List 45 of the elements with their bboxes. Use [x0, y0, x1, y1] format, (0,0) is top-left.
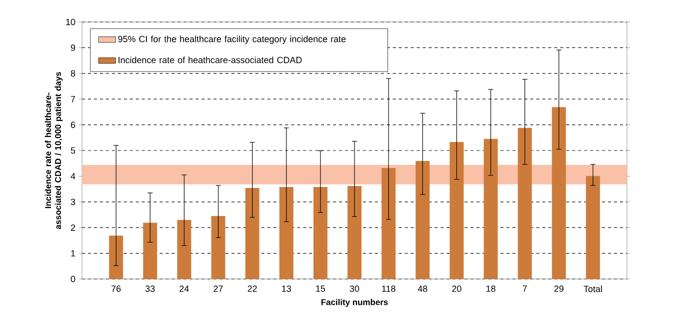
x-tick-label: 13	[282, 286, 291, 292]
x-tick-label: 27	[214, 286, 223, 292]
x-tick-label: 18	[486, 286, 496, 292]
y-tick-label: 10	[66, 18, 76, 26]
bar	[450, 142, 464, 279]
bar	[279, 186, 294, 279]
y-tick-label: 4	[70, 173, 76, 180]
bar	[416, 161, 430, 279]
bar	[313, 186, 328, 279]
y-tick-label: 7	[70, 96, 76, 102]
y-tick-label: 1	[71, 250, 76, 256]
bar	[586, 176, 600, 279]
y-tick-label: 9	[70, 44, 76, 51]
y-tick-label: 8	[70, 70, 76, 77]
x-tick-label: 118	[382, 286, 396, 292]
bar	[211, 216, 226, 279]
y-tick-label: 5	[70, 147, 76, 154]
y-tick-label: 3	[70, 198, 76, 206]
x-tick-label: 76	[112, 286, 121, 292]
x-tick-label: 7	[522, 286, 527, 292]
x-tick-label: 24	[180, 286, 189, 292]
bar	[177, 220, 192, 279]
x-tick-label: 33	[145, 286, 155, 292]
y-axis-title: Incidence rate of healthcare-associated CDAD / 10,000 patient days	[44, 72, 63, 230]
x-axis-title: Facility numbers	[321, 298, 388, 307]
bar	[143, 222, 158, 279]
x-tick-label: Total	[584, 286, 602, 292]
x-tick-label: 29	[554, 286, 564, 292]
y-tick-label: 2	[70, 224, 76, 231]
bar	[552, 107, 566, 279]
bar	[484, 138, 498, 279]
x-tick-label: 15	[316, 286, 326, 292]
y-tick-label: 6	[70, 122, 76, 128]
legend-label: 95% CI for the healthcare facility category incidence rate	[118, 36, 346, 44]
bar	[518, 128, 532, 279]
x-tick-label: 30	[350, 286, 360, 292]
bar	[382, 168, 396, 279]
bar	[348, 186, 362, 279]
y-tick-label: 0	[70, 276, 76, 282]
bar	[245, 188, 260, 279]
x-tick-label: 22	[248, 286, 257, 292]
x-tick-label: 20	[452, 286, 462, 292]
bar	[109, 236, 124, 279]
legend-label: Incidence rate of heathcare-associated CDAD	[118, 56, 302, 64]
x-tick-label: 48	[418, 286, 428, 292]
